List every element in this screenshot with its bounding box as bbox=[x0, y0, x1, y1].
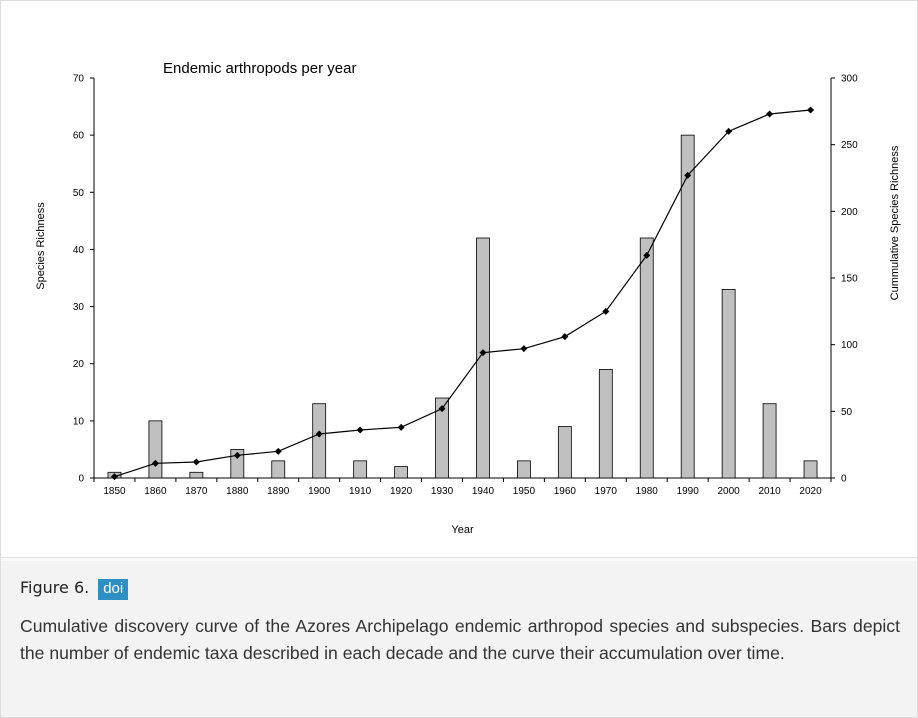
left-y-tick-label: 10 bbox=[73, 416, 85, 427]
cumulative-point bbox=[725, 127, 733, 135]
cumulative-point bbox=[233, 451, 241, 459]
left-y-tick-label: 70 bbox=[73, 74, 85, 85]
left-y-tick-label: 30 bbox=[73, 302, 85, 313]
figure-label-row: Figure 6. doi bbox=[20, 577, 129, 600]
cumulative-point bbox=[110, 473, 118, 481]
bar bbox=[517, 460, 531, 479]
cumulative-point bbox=[192, 458, 200, 466]
x-tick-label: 1960 bbox=[554, 486, 577, 497]
bar bbox=[394, 466, 408, 479]
cumulative-point bbox=[397, 423, 405, 431]
bar bbox=[680, 134, 695, 479]
bar bbox=[476, 237, 490, 479]
x-tick-label: 1860 bbox=[144, 486, 167, 497]
x-tick-label: 1970 bbox=[595, 486, 618, 497]
bar bbox=[721, 289, 736, 479]
bar bbox=[148, 420, 163, 479]
chart-panel: 0 10 20 30 40 50 60 70 0 50 100 150 200 250 300 1850 186… bbox=[1, 1, 917, 558]
x-tick-label: 1900 bbox=[308, 486, 331, 497]
bar bbox=[189, 471, 204, 479]
x-tick-label: 1880 bbox=[226, 486, 249, 497]
caption-panel: Figure 6. doi Cumulative discovery curve… bbox=[1, 561, 917, 717]
left-y-tick-label: 60 bbox=[73, 131, 85, 142]
x-tick-label: 1930 bbox=[431, 486, 454, 497]
cumulative-line bbox=[114, 109, 811, 478]
right-y-tick-label: 250 bbox=[841, 140, 858, 151]
bar bbox=[762, 403, 777, 479]
right-y-tick-label: 300 bbox=[841, 74, 858, 85]
cumulative-point bbox=[356, 426, 364, 434]
right-y-axis-label: Cummulative Species Richness bbox=[889, 145, 901, 300]
right-y-tick-label: 200 bbox=[841, 207, 858, 218]
cumulative-point bbox=[274, 447, 282, 455]
cumulative-point bbox=[151, 459, 159, 467]
chart-title: Endemic arthropods per year bbox=[163, 60, 356, 77]
right-y-tick-label: 50 bbox=[841, 407, 853, 418]
x-tick-label: 2010 bbox=[758, 486, 781, 497]
doi-link[interactable]: doi bbox=[98, 579, 129, 600]
left-y-tick-label: 0 bbox=[78, 474, 84, 485]
cumulative-point bbox=[643, 251, 651, 259]
x-tick-label: 2000 bbox=[718, 486, 741, 497]
figure-number: Figure 6. bbox=[20, 578, 90, 597]
cumulative-point bbox=[766, 110, 774, 118]
cumulative-point bbox=[684, 171, 692, 179]
right-y-tick-label: 0 bbox=[841, 474, 847, 485]
x-tick-label: 1850 bbox=[103, 486, 126, 497]
bar bbox=[353, 460, 368, 479]
left-y-axis-label: Species Richness bbox=[35, 202, 47, 290]
cumulative-point bbox=[438, 405, 446, 413]
x-tick-label: 1990 bbox=[677, 486, 700, 497]
left-y-tick-label: 20 bbox=[73, 359, 85, 370]
bar bbox=[435, 397, 449, 479]
bar bbox=[598, 369, 613, 479]
cumulative-point bbox=[807, 106, 815, 114]
x-tick-label: 1910 bbox=[349, 486, 372, 497]
cumulative-point bbox=[315, 430, 323, 438]
x-tick-label: 1890 bbox=[267, 486, 290, 497]
cumulative-point bbox=[479, 349, 487, 357]
bar bbox=[803, 460, 818, 479]
x-tick-label: 2020 bbox=[799, 486, 822, 497]
bar bbox=[271, 460, 286, 479]
bar bbox=[230, 449, 245, 479]
left-y-tick-label: 40 bbox=[73, 245, 85, 256]
right-y-tick-label: 100 bbox=[841, 340, 858, 351]
x-tick-label: 1870 bbox=[185, 486, 208, 497]
left-y-tick-label: 50 bbox=[73, 188, 85, 199]
cumulative-point bbox=[520, 345, 528, 353]
bar bbox=[557, 426, 572, 479]
figure-caption: Cumulative discovery curve of the Azores… bbox=[20, 616, 900, 663]
cumulative-point bbox=[561, 333, 569, 341]
x-tick-label: 1920 bbox=[390, 486, 413, 497]
x-tick-label: 1980 bbox=[636, 486, 659, 497]
bar bbox=[639, 237, 654, 479]
x-tick-label: 1940 bbox=[472, 486, 495, 497]
right-y-tick-label: 150 bbox=[841, 274, 858, 285]
x-tick-label: 1950 bbox=[513, 486, 536, 497]
cumulative-point bbox=[602, 307, 610, 315]
x-axis-label: Year bbox=[451, 524, 474, 536]
discovery-chart: 0 10 20 30 40 50 60 70 0 50 100 150 200 250 300 1850 186… bbox=[35, 60, 901, 536]
bar bbox=[312, 403, 327, 479]
